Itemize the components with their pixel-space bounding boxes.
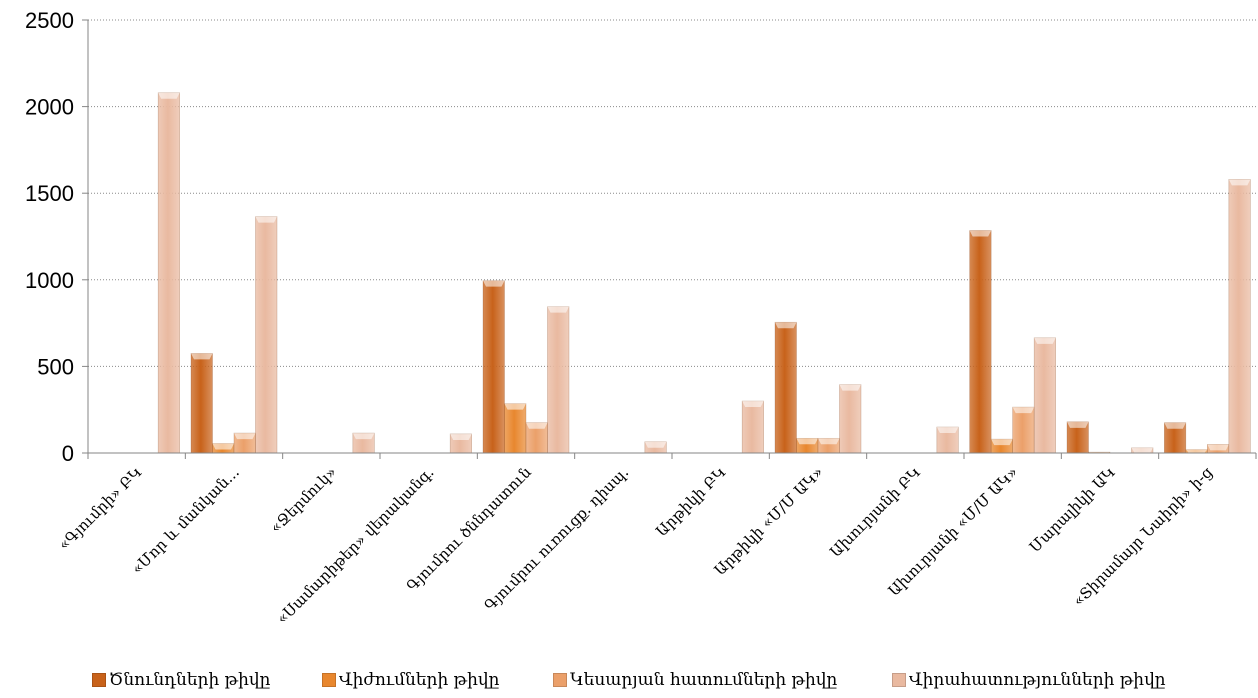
bar [1033,337,1056,454]
y-tick-label: 1500 [25,181,74,206]
bar [969,230,992,454]
x-tick-label: Ախուրյանի ԲԿ [826,463,924,561]
legend-label: Ծնունդների թիվը [109,670,271,690]
y-tick-label: 2000 [25,95,74,120]
x-tick-label: «Մոր և մանկան... [128,463,243,578]
x-tick-label: Մարալիկի ԱԿ [1026,463,1119,556]
x-axis-ticks: «Գյումրի» ԲԿ«Մոր և մանկան... «Ջերմուկ»«Սա… [55,463,1217,628]
bar [774,321,797,454]
bar-bevel [212,443,234,450]
legend-item: Կեսարյան հատումների թիվը [553,670,837,690]
bar-bevel [1131,447,1153,453]
y-tick-label: 1000 [25,268,74,293]
bar-bevel [1012,407,1035,414]
bar-bevel [775,322,797,329]
legend-label: Վիրահատությունների թիվը [909,670,1166,690]
bar [839,384,862,454]
bar-bevel [450,433,472,440]
y-axis-ticks: 0 500 1000 1500 2000 2500 [25,8,88,466]
bars [157,92,1251,454]
x-tick-label: «Ջերմուկ» [267,463,341,537]
x-tick-label: «Գյումրի» ԲԿ [55,463,146,554]
bar-bevel [234,433,256,440]
bar-bevel [255,216,277,223]
legend-item: Ծնունդների թիվը [92,670,270,690]
bar-bevel [158,92,180,99]
axes [87,20,1257,459]
bar [547,306,570,454]
bar-bevel [991,439,1013,446]
bar-bevel [936,427,959,434]
bar-bevel [1067,421,1089,428]
bar [504,403,527,454]
bar [741,400,764,454]
y-tick-label: 0 [62,441,74,466]
bar-bevel [191,353,213,360]
bar-bevel [969,230,992,237]
legend-label: Կեսարյան հատումների թիվը [570,670,838,690]
legend-label: Վիժումների թիվը [339,670,500,690]
legend: Ծնունդների թիվը Վիժումների թիվը Կեսարյան… [0,670,1258,696]
y-tick-label: 2500 [25,8,74,33]
x-tick-label: Արթիկի ԲԿ [652,463,729,540]
bar [157,92,180,454]
y-tick-label: 500 [37,354,74,379]
x-tick-label: Արթիկի «Մ/Մ ԱԿ» [711,463,827,579]
bar-bevel [1228,179,1251,186]
bar [482,280,505,454]
bar-bevel [483,280,505,287]
bar [190,353,213,454]
bar-bevel [644,441,667,448]
bar-bevel [818,438,840,445]
bar [255,216,278,454]
legend-swatch [892,673,906,687]
bar-bevel [547,306,569,313]
bar-chart: 0 500 1000 1500 2000 2500 «Գյումրի» ԲԿ«Մոր և … [25,8,1257,628]
bar-bevel [839,384,861,391]
bar-bevel [796,438,818,445]
legend-item: Վիրահատությունների թիվը [892,670,1166,690]
bar-bevel [504,403,526,410]
bar [1228,179,1251,454]
bar [1012,406,1035,454]
bar-bevel [1185,449,1208,453]
x-tick-label: «Սամարիթեր» վերականգ. [273,463,437,627]
legend-item: Վիժումների թիվը [322,670,499,690]
bar-bevel [1034,337,1056,344]
bar-bevel [742,401,764,408]
bar-bevel [526,422,548,429]
bar-bevel [1207,444,1229,451]
bar-bevel [1164,422,1186,429]
legend-swatch [92,673,106,687]
legend-swatch [322,673,336,687]
bar-bevel [352,433,375,440]
legend-swatch [553,673,567,687]
